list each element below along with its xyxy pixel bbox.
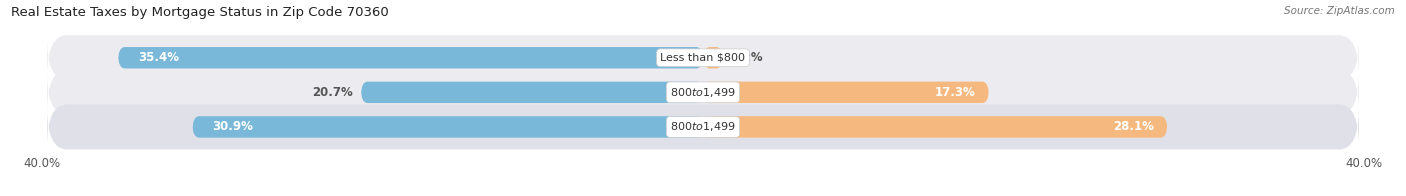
Text: 1.2%: 1.2% (731, 51, 763, 64)
FancyBboxPatch shape (703, 116, 1167, 138)
FancyBboxPatch shape (48, 35, 1358, 80)
Text: $800 to $1,499: $800 to $1,499 (671, 86, 735, 99)
Text: $800 to $1,499: $800 to $1,499 (671, 120, 735, 133)
Text: Less than $800: Less than $800 (661, 53, 745, 63)
FancyBboxPatch shape (48, 70, 1358, 115)
Text: 30.9%: 30.9% (212, 120, 253, 133)
Text: Real Estate Taxes by Mortgage Status in Zip Code 70360: Real Estate Taxes by Mortgage Status in … (11, 6, 389, 19)
FancyBboxPatch shape (703, 47, 723, 68)
Text: Source: ZipAtlas.com: Source: ZipAtlas.com (1284, 6, 1395, 16)
FancyBboxPatch shape (361, 82, 703, 103)
FancyBboxPatch shape (48, 104, 1358, 150)
Text: 28.1%: 28.1% (1114, 120, 1154, 133)
Text: 17.3%: 17.3% (935, 86, 976, 99)
FancyBboxPatch shape (703, 82, 988, 103)
Text: 20.7%: 20.7% (312, 86, 353, 99)
Text: 35.4%: 35.4% (138, 51, 179, 64)
FancyBboxPatch shape (193, 116, 703, 138)
FancyBboxPatch shape (118, 47, 703, 68)
